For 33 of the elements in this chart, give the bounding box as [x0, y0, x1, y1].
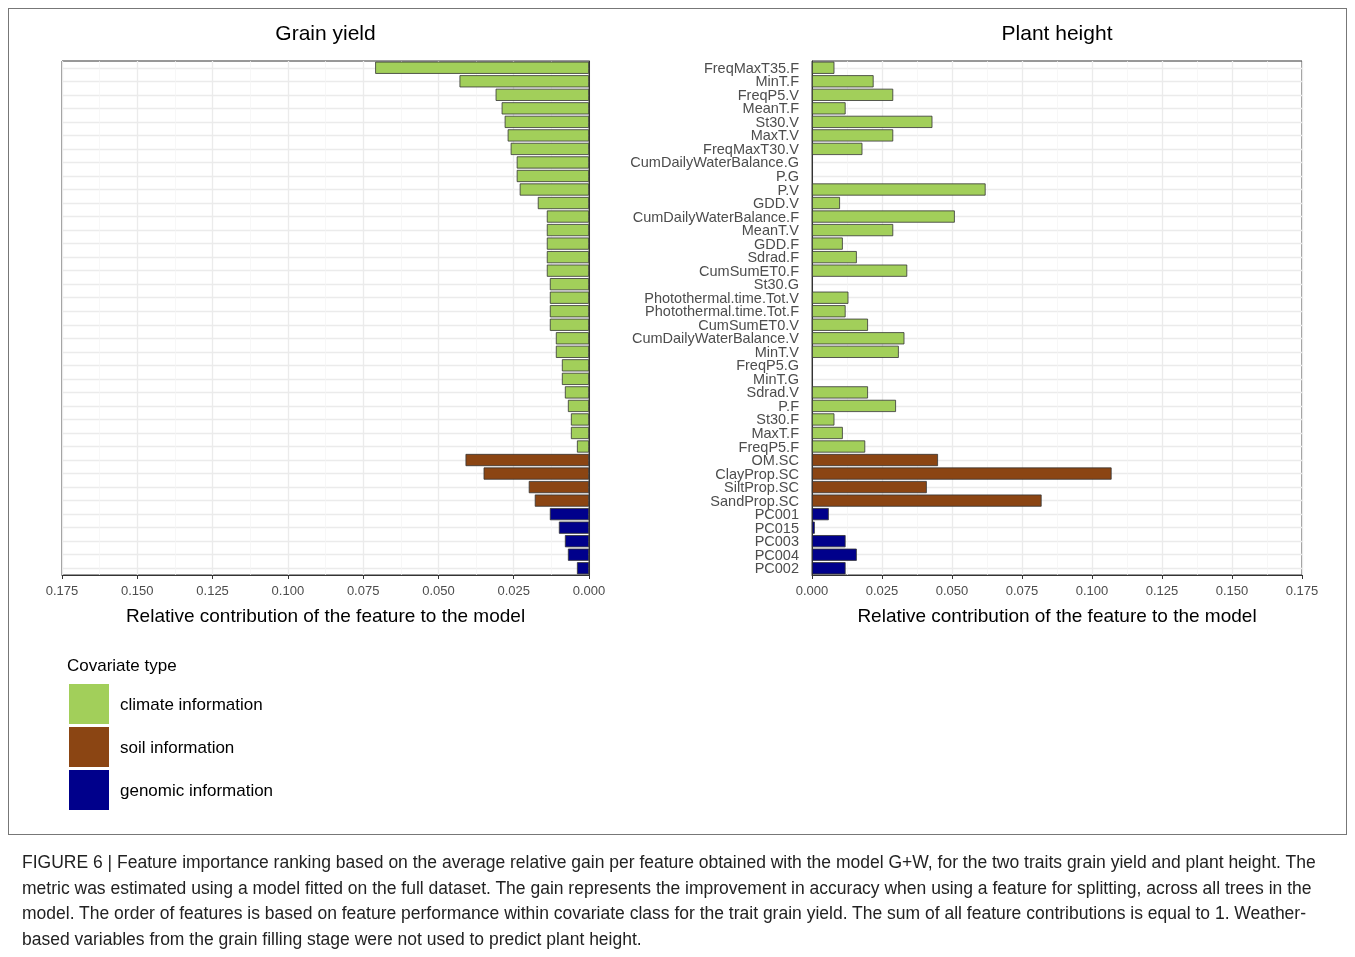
- legend-label: climate information: [120, 694, 263, 714]
- x-tick-label: 0.100: [271, 583, 305, 598]
- y-tick-label: FreqMaxT35.F: [703, 59, 800, 76]
- x-tick-label: 0.025: [865, 583, 899, 598]
- chart-title: Grain yield: [275, 21, 376, 44]
- y-tick-label: ClayProp.SC: [715, 465, 799, 482]
- x-axis-title: Relative contribution of the feature to the model: [125, 605, 526, 626]
- x-tick-label: 0.000: [795, 583, 829, 598]
- y-tick-label: FreqP5.F: [738, 438, 800, 455]
- x-tick-label: 0.175: [1285, 583, 1319, 598]
- y-tick-label: St30.V: [755, 113, 800, 130]
- x-tick-label: 0.000: [572, 583, 606, 598]
- x-tick-label: 0.025: [497, 583, 530, 598]
- y-tick-label: P.V: [777, 181, 800, 198]
- legend-title: Covariate type: [67, 656, 177, 675]
- x-tick-label: 0.125: [1145, 583, 1179, 598]
- y-tick-label: PC002: [754, 560, 799, 577]
- legend-label: soil information: [120, 737, 235, 757]
- chart-title: Plant height: [1001, 21, 1113, 44]
- x-axis-title: Relative contribution of the feature to the model: [857, 605, 1257, 626]
- x-tick-label: 0.050: [935, 583, 969, 598]
- x-tick-label: 0.100: [1075, 583, 1109, 598]
- x-tick-label: 0.150: [121, 583, 154, 598]
- x-tick-label: 0.075: [346, 583, 380, 598]
- caption: FIGURE 6 | Feature importance ranking based on the average relative gain per feature obtained with the model G+W, for the two traits grain yield and plant height. The metric was estimated using a model fitted on the full dataset. The gain represents the improvement in accuracy when using a feature for splitting, across all trees in the model. The order of features is based on feature performance within covariate class for the trait grain yield. The sum of all feature contributions is equal to 1. Weather-based variables from the grain filling stage were not used to predict plant height.: [22, 851, 1317, 951]
- x-tick-label: 0.125: [196, 583, 229, 598]
- legend-label: genomic information: [120, 780, 274, 800]
- x-tick-label: 0.050: [422, 583, 455, 598]
- y-tick-label: PC015: [754, 519, 799, 536]
- y-tick-label: P.G: [775, 167, 799, 184]
- x-tick-label: 0.175: [45, 583, 79, 598]
- x-tick-label: 0.075: [1005, 583, 1039, 598]
- x-tick-label: 0.150: [1215, 583, 1249, 598]
